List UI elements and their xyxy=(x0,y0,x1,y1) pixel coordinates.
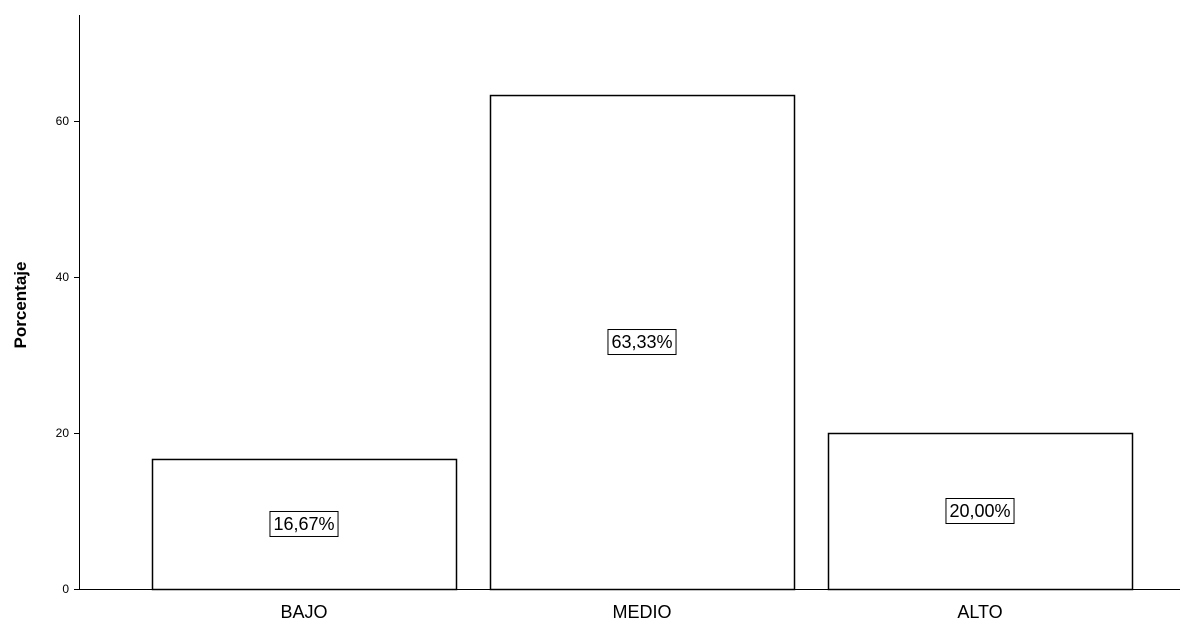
y-tick-label: 20 xyxy=(56,426,70,440)
y-axis-ticks: 0 20 40 60 xyxy=(56,114,79,596)
y-axis-label: Porcentaje xyxy=(11,262,30,349)
x-category-label: BAJO xyxy=(280,602,327,621)
bar-bajo xyxy=(151,458,458,591)
y-tick-label: 60 xyxy=(56,114,70,128)
y-tick-label: 0 xyxy=(62,582,69,596)
data-label-box xyxy=(607,329,677,356)
data-label-box xyxy=(945,498,1015,524)
x-category-label: ALTO xyxy=(957,602,1002,621)
data-labels: 16,67% 63,33% 20,00% xyxy=(269,329,1015,537)
data-label-box xyxy=(269,510,339,537)
y-tick-label: 40 xyxy=(56,270,70,284)
data-label-alto: 20,00% xyxy=(949,501,1010,521)
x-axis-categories: BAJO MEDIO ALTO xyxy=(280,602,1002,621)
data-label-medio: 63,33% xyxy=(611,332,672,352)
x-category-label: MEDIO xyxy=(612,602,671,621)
data-label-bajo: 16,67% xyxy=(273,514,334,534)
